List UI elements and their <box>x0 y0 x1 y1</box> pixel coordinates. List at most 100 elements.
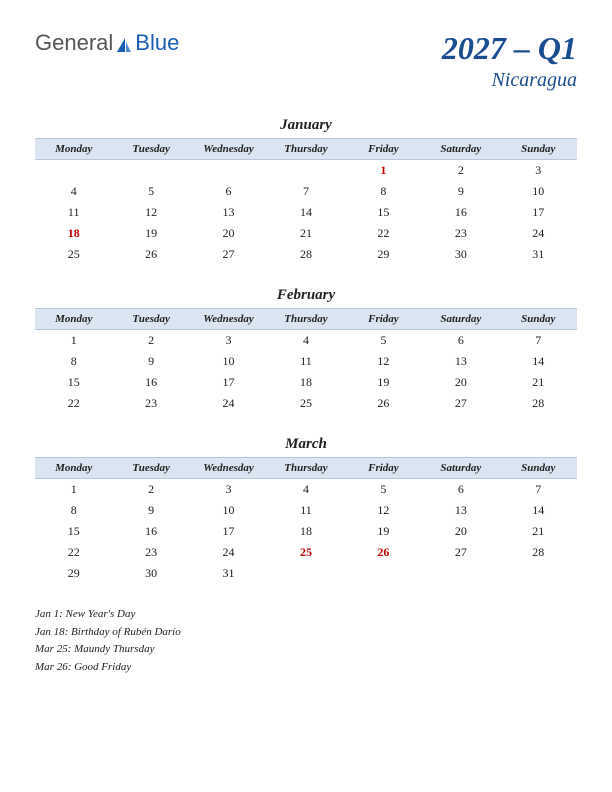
logo: General Blue <box>35 30 179 56</box>
calendar-day: 26 <box>112 244 189 265</box>
calendar-day: 8 <box>35 500 112 521</box>
calendar-day: 3 <box>190 479 267 501</box>
calendar-row: 18192021222324 <box>35 223 577 244</box>
calendar-day: 1 <box>345 160 422 182</box>
calendar-day: 13 <box>190 202 267 223</box>
calendar-day <box>190 160 267 182</box>
weekday-header: Thursday <box>267 458 344 479</box>
calendar-day: 23 <box>112 542 189 563</box>
calendar-day: 10 <box>190 500 267 521</box>
calendar-day: 24 <box>500 223 577 244</box>
title-main: 2027 – Q1 <box>442 30 577 67</box>
weekday-header: Wednesday <box>190 309 267 330</box>
month-name: March <box>35 436 577 453</box>
calendar-day: 16 <box>112 521 189 542</box>
calendar-day: 16 <box>112 372 189 393</box>
holiday-entry: Mar 26: Good Friday <box>35 659 577 677</box>
calendar-day: 30 <box>112 563 189 584</box>
weekday-header: Monday <box>35 458 112 479</box>
calendar-day: 31 <box>500 244 577 265</box>
calendar-row: 11121314151617 <box>35 202 577 223</box>
calendar-day: 22 <box>35 393 112 414</box>
calendar-day: 8 <box>35 351 112 372</box>
month-name: January <box>35 117 577 134</box>
calendar-day: 27 <box>422 542 499 563</box>
weekday-header: Thursday <box>267 309 344 330</box>
calendar-day: 23 <box>112 393 189 414</box>
calendar-day: 28 <box>500 393 577 414</box>
calendar-day: 14 <box>500 351 577 372</box>
weekday-header: Friday <box>345 309 422 330</box>
calendar-day: 14 <box>500 500 577 521</box>
calendar-day: 10 <box>500 181 577 202</box>
calendar-day: 6 <box>422 330 499 352</box>
calendar-day: 18 <box>267 372 344 393</box>
calendar-row: 293031 <box>35 563 577 584</box>
calendar-day: 25 <box>267 542 344 563</box>
calendar-day: 29 <box>345 244 422 265</box>
calendar-row: 22232425262728 <box>35 393 577 414</box>
title-block: 2027 – Q1 Nicaragua <box>442 30 577 92</box>
weekday-header: Friday <box>345 139 422 160</box>
calendar-day: 4 <box>267 330 344 352</box>
calendar-row: 22232425262728 <box>35 542 577 563</box>
calendar-row: 15161718192021 <box>35 521 577 542</box>
holidays-list: Jan 1: New Year's DayJan 18: Birthday of… <box>35 606 577 676</box>
calendar-day: 19 <box>112 223 189 244</box>
calendar-day: 21 <box>267 223 344 244</box>
weekday-header: Sunday <box>500 309 577 330</box>
calendar-day: 9 <box>112 351 189 372</box>
weekday-header: Tuesday <box>112 458 189 479</box>
calendar-day: 31 <box>190 563 267 584</box>
calendar-table: MondayTuesdayWednesdayThursdayFridaySatu… <box>35 308 577 414</box>
logo-text-general: General <box>35 30 113 56</box>
calendar-row: 45678910 <box>35 181 577 202</box>
calendar-day: 19 <box>345 521 422 542</box>
calendar-day: 12 <box>112 202 189 223</box>
weekday-header: Sunday <box>500 458 577 479</box>
calendar-table: MondayTuesdayWednesdayThursdayFridaySatu… <box>35 138 577 265</box>
calendar-day: 13 <box>422 351 499 372</box>
calendar-day: 12 <box>345 500 422 521</box>
calendar-day <box>35 160 112 182</box>
title-sub: Nicaragua <box>442 69 577 92</box>
calendar-day: 12 <box>345 351 422 372</box>
calendar-day: 18 <box>35 223 112 244</box>
calendar-day: 4 <box>35 181 112 202</box>
calendar-day: 27 <box>190 244 267 265</box>
calendar-day: 3 <box>190 330 267 352</box>
calendar-day: 22 <box>345 223 422 244</box>
calendar-day: 28 <box>500 542 577 563</box>
calendar-day: 23 <box>422 223 499 244</box>
calendar-day: 3 <box>500 160 577 182</box>
calendar-day: 21 <box>500 372 577 393</box>
weekday-header: Wednesday <box>190 458 267 479</box>
logo-text-blue: Blue <box>135 30 179 56</box>
weekday-header: Monday <box>35 309 112 330</box>
weekday-header: Friday <box>345 458 422 479</box>
holiday-entry: Mar 25: Maundy Thursday <box>35 641 577 659</box>
calendar-day: 22 <box>35 542 112 563</box>
calendar-day: 17 <box>190 521 267 542</box>
calendar-day: 30 <box>422 244 499 265</box>
weekday-header: Tuesday <box>112 309 189 330</box>
calendar-row: 891011121314 <box>35 351 577 372</box>
calendar-day: 20 <box>422 372 499 393</box>
month-name: February <box>35 287 577 304</box>
calendar-day: 11 <box>267 351 344 372</box>
calendar-table: MondayTuesdayWednesdayThursdayFridaySatu… <box>35 457 577 584</box>
calendar-row: 25262728293031 <box>35 244 577 265</box>
calendar-day <box>112 160 189 182</box>
weekday-header: Wednesday <box>190 139 267 160</box>
calendar-day: 17 <box>500 202 577 223</box>
calendar-day: 15 <box>35 521 112 542</box>
calendar-day: 13 <box>422 500 499 521</box>
calendar-day <box>267 563 344 584</box>
calendar-row: 891011121314 <box>35 500 577 521</box>
calendar-row: 123 <box>35 160 577 182</box>
calendar-day: 20 <box>190 223 267 244</box>
weekday-header: Saturday <box>422 309 499 330</box>
calendar-day: 2 <box>112 479 189 501</box>
weekday-header: Thursday <box>267 139 344 160</box>
calendar-day: 5 <box>345 330 422 352</box>
